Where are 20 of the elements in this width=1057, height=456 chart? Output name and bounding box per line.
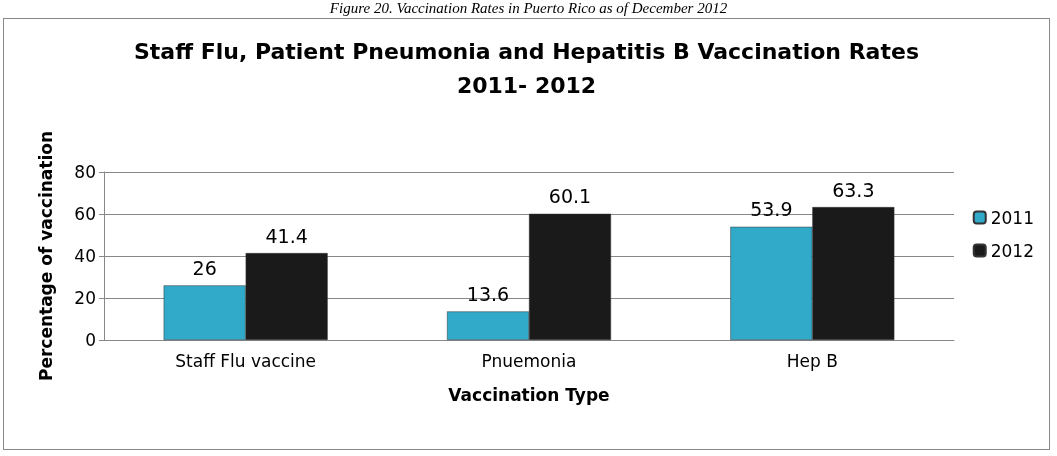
chart-title: Staff Flu, Patient Pneumonia and Hepatitis B Vaccination Rates 2011- 2012 (134, 38, 919, 98)
x-tick-label: Staff Flu vaccine (175, 350, 317, 371)
legend-label: 2011 (990, 207, 1034, 228)
y-tick-label: 40 (74, 246, 96, 266)
data-label: 60.1 (548, 185, 592, 208)
data-label: 53.9 (750, 198, 793, 221)
y-axis-title: Percentage of vaccination (35, 130, 56, 382)
y-tick-label: 60 (74, 204, 96, 224)
legend-label: 2012 (990, 240, 1034, 261)
y-tick-label: 20 (74, 288, 96, 308)
data-label: 26 (192, 256, 217, 279)
data-label: 63.3 (832, 178, 875, 201)
y-tick-label: 80 (74, 162, 96, 182)
x-tick-label: Pnuemonia (481, 350, 577, 371)
x-tick-label: Hep B (786, 350, 838, 371)
caption: Figure 20. Vaccination Rates in Puerto Rico as of December 2012 (328, 0, 729, 17)
y-tick-label: 0 (85, 330, 96, 350)
data-label: 41.4 (265, 224, 308, 247)
data-label: 13.6 (466, 282, 510, 305)
x-axis-title: Vaccination Type (448, 384, 610, 405)
